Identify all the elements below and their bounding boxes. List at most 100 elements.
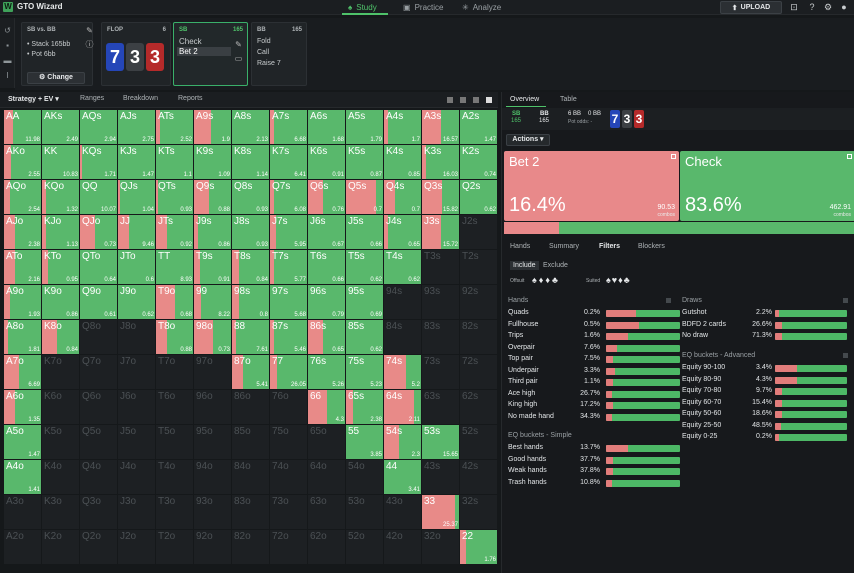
hand-cell[interactable]: 73o [270,495,307,529]
hand-cell[interactable]: 0.73 QJo [80,215,117,249]
hand-cell[interactable]: 2.16 ATo [4,250,41,284]
view-icon-3[interactable] [473,97,479,103]
hand-cell[interactable]: 0.91 K6s [308,145,345,179]
hand-cell[interactable]: 63o [308,495,345,529]
stat-row[interactable]: Quads 0.2% [508,308,680,319]
hand-cell[interactable]: 0.65 86s [308,320,345,354]
hand-cell[interactable]: 72s [460,355,497,389]
hand-cell[interactable]: 52s [460,425,497,459]
hand-cell[interactable]: 52o [346,530,383,564]
hand-cell[interactable]: 1.9 A9s [194,110,231,144]
hand-cell[interactable]: 62s [460,390,497,424]
hand-cell[interactable]: 0.73 98o [194,320,231,354]
exclude-toggle[interactable]: Exclude [543,262,568,269]
hand-cell[interactable]: 0.66 T6s [308,250,345,284]
stat-row[interactable]: King high 17.2% [508,400,680,411]
tab-ranges[interactable]: Ranges [80,95,105,102]
stat-row[interactable]: Best hands 13.7% [508,443,680,454]
action-fold[interactable]: Fold [257,38,271,45]
hand-cell[interactable]: 2.11 64s [384,390,421,424]
account-icon[interactable]: ● [841,2,847,12]
hand-cell[interactable]: T7o [156,355,193,389]
stat-row[interactable]: Good hands 37.7% [508,455,680,466]
hand-cell[interactable]: 0.6 JTo [118,250,155,284]
hand-cell[interactable]: T2s [460,250,497,284]
settings-icon[interactable]: ⚙ [823,2,833,12]
info-icon[interactable]: ⓘ [85,40,94,49]
hand-cell[interactable]: 0.86 K9o [42,285,79,319]
tab-summary[interactable]: Summary [549,243,579,250]
hand-cell[interactable]: T6o [156,390,193,424]
stat-row[interactable]: Overpair 7.6% [508,343,680,354]
hand-cell[interactable]: 65o [308,425,345,459]
hand-cell[interactable]: 82s [460,320,497,354]
stat-row[interactable]: Weak hands 37.8% [508,466,680,477]
stat-row[interactable]: Equity 0-25 0.2% [682,432,847,443]
collapse-icon[interactable] [666,298,671,303]
hand-cell[interactable]: 26.05 77 [270,355,307,389]
collapse-icon[interactable] [843,353,848,358]
hand-cell[interactable]: 82o [232,530,269,564]
hand-cell[interactable]: 96o [194,390,231,424]
sb-action-panel[interactable]: SB 165 Check Bet 2 [173,22,248,86]
hand-cell[interactable]: 0.69 95s [346,285,383,319]
hand-cell[interactable]: J2s [460,215,497,249]
hand-cell[interactable]: 1.7 A4s [384,110,421,144]
hand-cell[interactable]: 5.2 74s [384,355,421,389]
hand-cell[interactable]: 1.68 A6s [308,110,345,144]
hand-cell[interactable]: 2.49 AKs [42,110,79,144]
hand-cell[interactable]: 2.52 ATs [156,110,193,144]
hand-cell[interactable]: 15.82 Q3s [422,180,459,214]
hand-cell[interactable]: 0.95 KTo [42,250,79,284]
hand-cell[interactable]: 0.7 Q4s [384,180,421,214]
hand-cell[interactable]: Q8o [80,320,117,354]
hand-cell[interactable]: 93s [422,285,459,319]
hand-cell[interactable]: 2.75 AJs [118,110,155,144]
tab-hands[interactable]: Hands [510,243,531,250]
hand-cell[interactable]: 1.41 A4o [4,460,41,494]
hand-cell[interactable]: 43o [384,495,421,529]
hand-cell[interactable]: J8o [118,320,155,354]
hand-cell[interactable]: 1.13 KJo [42,215,79,249]
hand-cell[interactable]: 2.94 AQs [80,110,117,144]
hand-cell[interactable]: 8.93 TT [156,250,193,284]
hand-cell[interactable]: 62o [308,530,345,564]
hand-cell[interactable]: 5.95 J7s [270,215,307,249]
hand-cell[interactable]: 92o [194,530,231,564]
hand-cell[interactable]: 42s [460,460,497,494]
hand-cell[interactable]: 4.3 66 [308,390,345,424]
hand-cell[interactable]: 10.07 QQ [80,180,117,214]
hand-cell[interactable]: 42o [384,530,421,564]
hand-cell[interactable]: 0.87 K5s [346,145,383,179]
stat-row[interactable]: No made hand 34.3% [508,412,680,423]
hand-cell[interactable]: 72o [270,530,307,564]
stat-row[interactable]: Fullhouse 0.5% [508,320,680,331]
hand-cell[interactable]: K2o [42,530,79,564]
hand-cell[interactable]: 0.7 Q5s [346,180,383,214]
hand-cell[interactable]: 1.76 22 [460,530,497,564]
tab-filters[interactable]: Filters [599,243,621,250]
stat-row[interactable]: Equity 25-50 48.5% [682,421,847,432]
hand-cell[interactable]: 1.93 A9o [4,285,41,319]
hand-cell[interactable]: 1.32 KQo [42,180,79,214]
hand-cell[interactable]: 43s [422,460,459,494]
hand-cell[interactable]: 1.35 A6o [4,390,41,424]
hand-cell[interactable]: A2o [4,530,41,564]
hand-cell[interactable]: J6o [118,390,155,424]
hand-cell[interactable]: 2.38 65s [346,390,383,424]
hand-cell[interactable]: 97o [194,355,231,389]
tab-table[interactable]: Table [560,96,577,103]
hand-cell[interactable]: 94o [194,460,231,494]
hand-cell[interactable]: 0.74 K2s [460,145,497,179]
hand-cell[interactable]: 5.26 76s [308,355,345,389]
stat-row[interactable]: Equity 60-70 15.4% [682,398,847,409]
hand-cell[interactable]: 5.77 T7s [270,250,307,284]
nav-study[interactable]: ♠ Study [348,0,377,15]
suited-suits-icon[interactable]: ♠♥♦♣ [606,275,631,285]
hand-cell[interactable]: T3s [422,250,459,284]
hand-cell[interactable]: 6.08 Q7s [270,180,307,214]
hand-cell[interactable]: 0.93 J8s [232,215,269,249]
hand-cell[interactable]: J2o [118,530,155,564]
hand-cell[interactable]: 0.85 K4s [384,145,421,179]
history-icon[interactable]: ↺ [4,26,11,35]
